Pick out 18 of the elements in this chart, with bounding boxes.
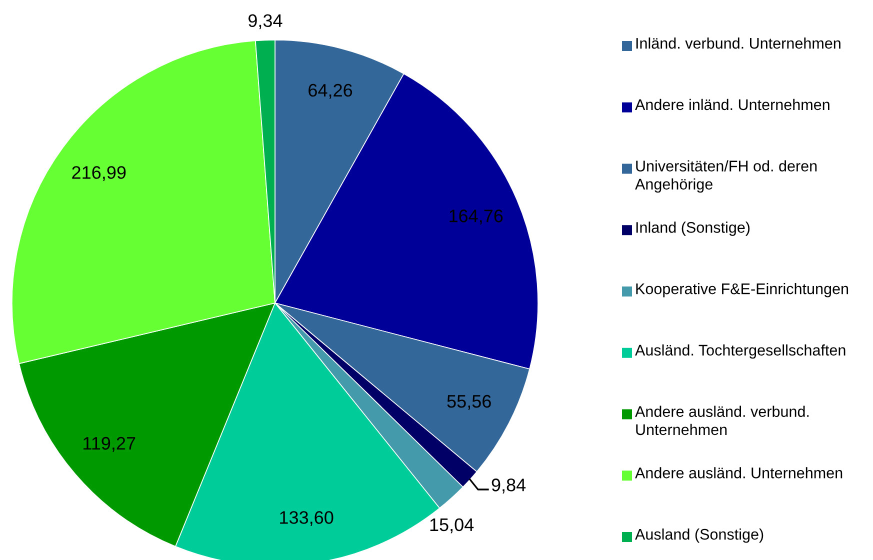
legend-label: Kooperative F&E-Einrichtungen <box>636 283 848 298</box>
data-label: 216,99 <box>72 166 126 182</box>
data-label: 55,56 <box>447 394 491 410</box>
data-label: 64,26 <box>308 84 352 99</box>
legend-label: Andere inländ. Unternehmen <box>635 98 830 110</box>
data-label: 9,84 <box>492 478 526 494</box>
data-label: 15,04 <box>430 518 474 534</box>
legend-label: Andere ausländ. verbund. Unternehmen <box>635 406 809 436</box>
legend-label: Universitäten/FH od. deren Angehörige <box>635 160 817 193</box>
data-label: 9,34 <box>248 14 282 30</box>
legend-label: Ausland (Sonstige) <box>635 528 764 543</box>
data-label: 164,76 <box>450 210 503 224</box>
data-label: 119,27 <box>84 436 136 452</box>
legend-label: Inländ. verbund. Unternehmen <box>636 38 840 49</box>
data-label: 133,60 <box>280 511 334 526</box>
legend-label: Andere ausländ. Unternehmen <box>635 467 842 478</box>
legend-label: Ausländ. Tochtergesellschaften <box>635 344 846 359</box>
legend-label: Inland (Sonstige) <box>636 222 750 236</box>
